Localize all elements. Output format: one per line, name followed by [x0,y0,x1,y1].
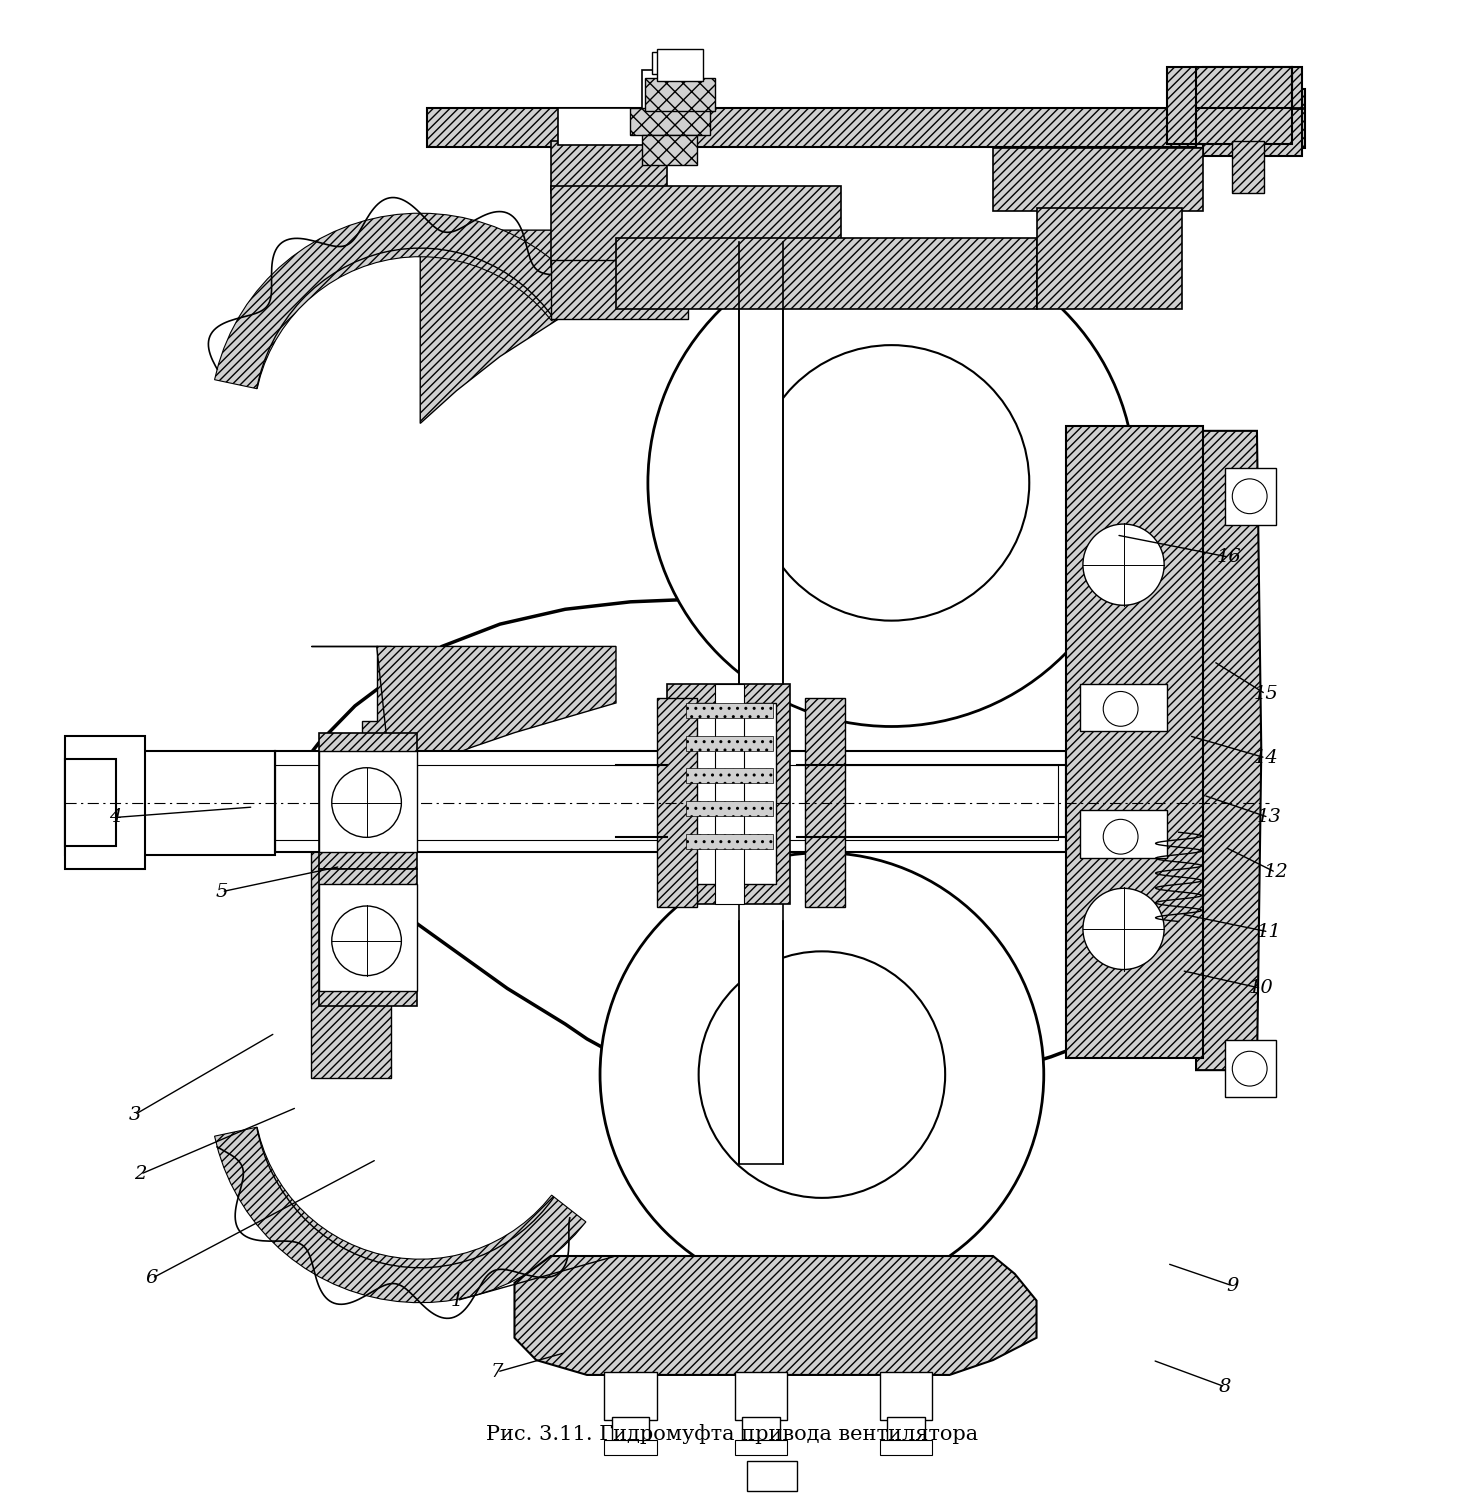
Bar [685,769,773,784]
Bar [685,735,773,750]
Text: 3: 3 [129,1106,141,1124]
Bar [550,186,840,267]
Bar [1167,66,1291,144]
Bar [616,237,1037,309]
Bar [612,1417,650,1444]
Text: 13: 13 [1256,809,1281,827]
Bar [275,750,1066,851]
Text: 10: 10 [1249,979,1274,997]
Bar [550,260,688,320]
Bar [735,1372,788,1420]
Bar [714,683,744,904]
Bar [739,242,783,1163]
Bar [1225,468,1275,524]
Bar [427,108,1262,147]
Bar [605,1372,656,1420]
Polygon shape [261,599,1255,1102]
Polygon shape [1196,431,1262,1070]
Bar [887,1417,925,1444]
Circle shape [649,239,1135,726]
Bar [1225,1040,1275,1097]
Circle shape [754,345,1029,620]
Text: 1: 1 [451,1291,463,1309]
Text: 15: 15 [1253,684,1278,702]
Bar [656,698,697,907]
Polygon shape [514,1256,1037,1375]
Circle shape [1083,889,1164,970]
Bar [993,149,1203,210]
Bar [319,884,417,991]
Text: 2: 2 [135,1165,146,1183]
Text: 4: 4 [110,809,122,827]
Bar [319,750,417,851]
Bar [1066,426,1203,1058]
Polygon shape [420,230,616,423]
Text: 9: 9 [1227,1277,1239,1295]
Polygon shape [312,647,391,818]
Text: 16: 16 [1217,548,1241,566]
Circle shape [1104,820,1138,854]
Bar [685,833,773,848]
Polygon shape [215,1127,586,1303]
Bar [735,1441,788,1456]
Circle shape [332,767,401,838]
Circle shape [1083,524,1164,605]
Bar [319,869,417,1006]
Bar [1037,207,1181,309]
Bar [656,48,703,81]
Bar [550,141,666,194]
Text: Рис. 3.11. Гидромуфта привода вентилятора: Рис. 3.11. Гидромуфта привода вентилятор… [486,1424,978,1444]
Circle shape [698,952,946,1198]
Bar [1080,811,1167,857]
Bar [685,702,773,717]
Text: 7: 7 [490,1363,504,1381]
Text: 5: 5 [215,883,228,901]
Bar [880,1372,933,1420]
Text: 6: 6 [146,1270,158,1288]
Bar [1196,89,1304,149]
Polygon shape [312,839,391,1078]
Circle shape [332,907,401,976]
Bar [643,135,697,165]
Text: 11: 11 [1256,923,1281,941]
Bar [742,1417,780,1444]
Bar [64,760,116,845]
Polygon shape [376,647,616,781]
Bar [653,51,688,74]
Polygon shape [215,213,586,389]
Bar [275,766,1058,839]
Bar [319,732,417,869]
Bar [64,735,145,869]
Bar [646,78,714,111]
Text: 8: 8 [1220,1378,1231,1396]
Bar [805,698,845,907]
Bar [558,108,659,146]
Circle shape [600,853,1044,1297]
Bar [1203,66,1301,156]
Bar [666,683,791,904]
Bar [64,750,275,854]
Bar [1233,141,1265,194]
Bar [880,1441,933,1456]
Circle shape [1233,1051,1266,1087]
Circle shape [1104,692,1138,726]
Bar [681,702,776,884]
Circle shape [1233,479,1266,513]
Bar [747,1460,798,1490]
Bar [685,802,773,817]
Bar [631,108,710,135]
Text: 12: 12 [1263,863,1288,881]
Text: 14: 14 [1253,749,1278,767]
Bar [1080,683,1167,731]
Bar [643,69,697,114]
Bar [605,1441,656,1456]
